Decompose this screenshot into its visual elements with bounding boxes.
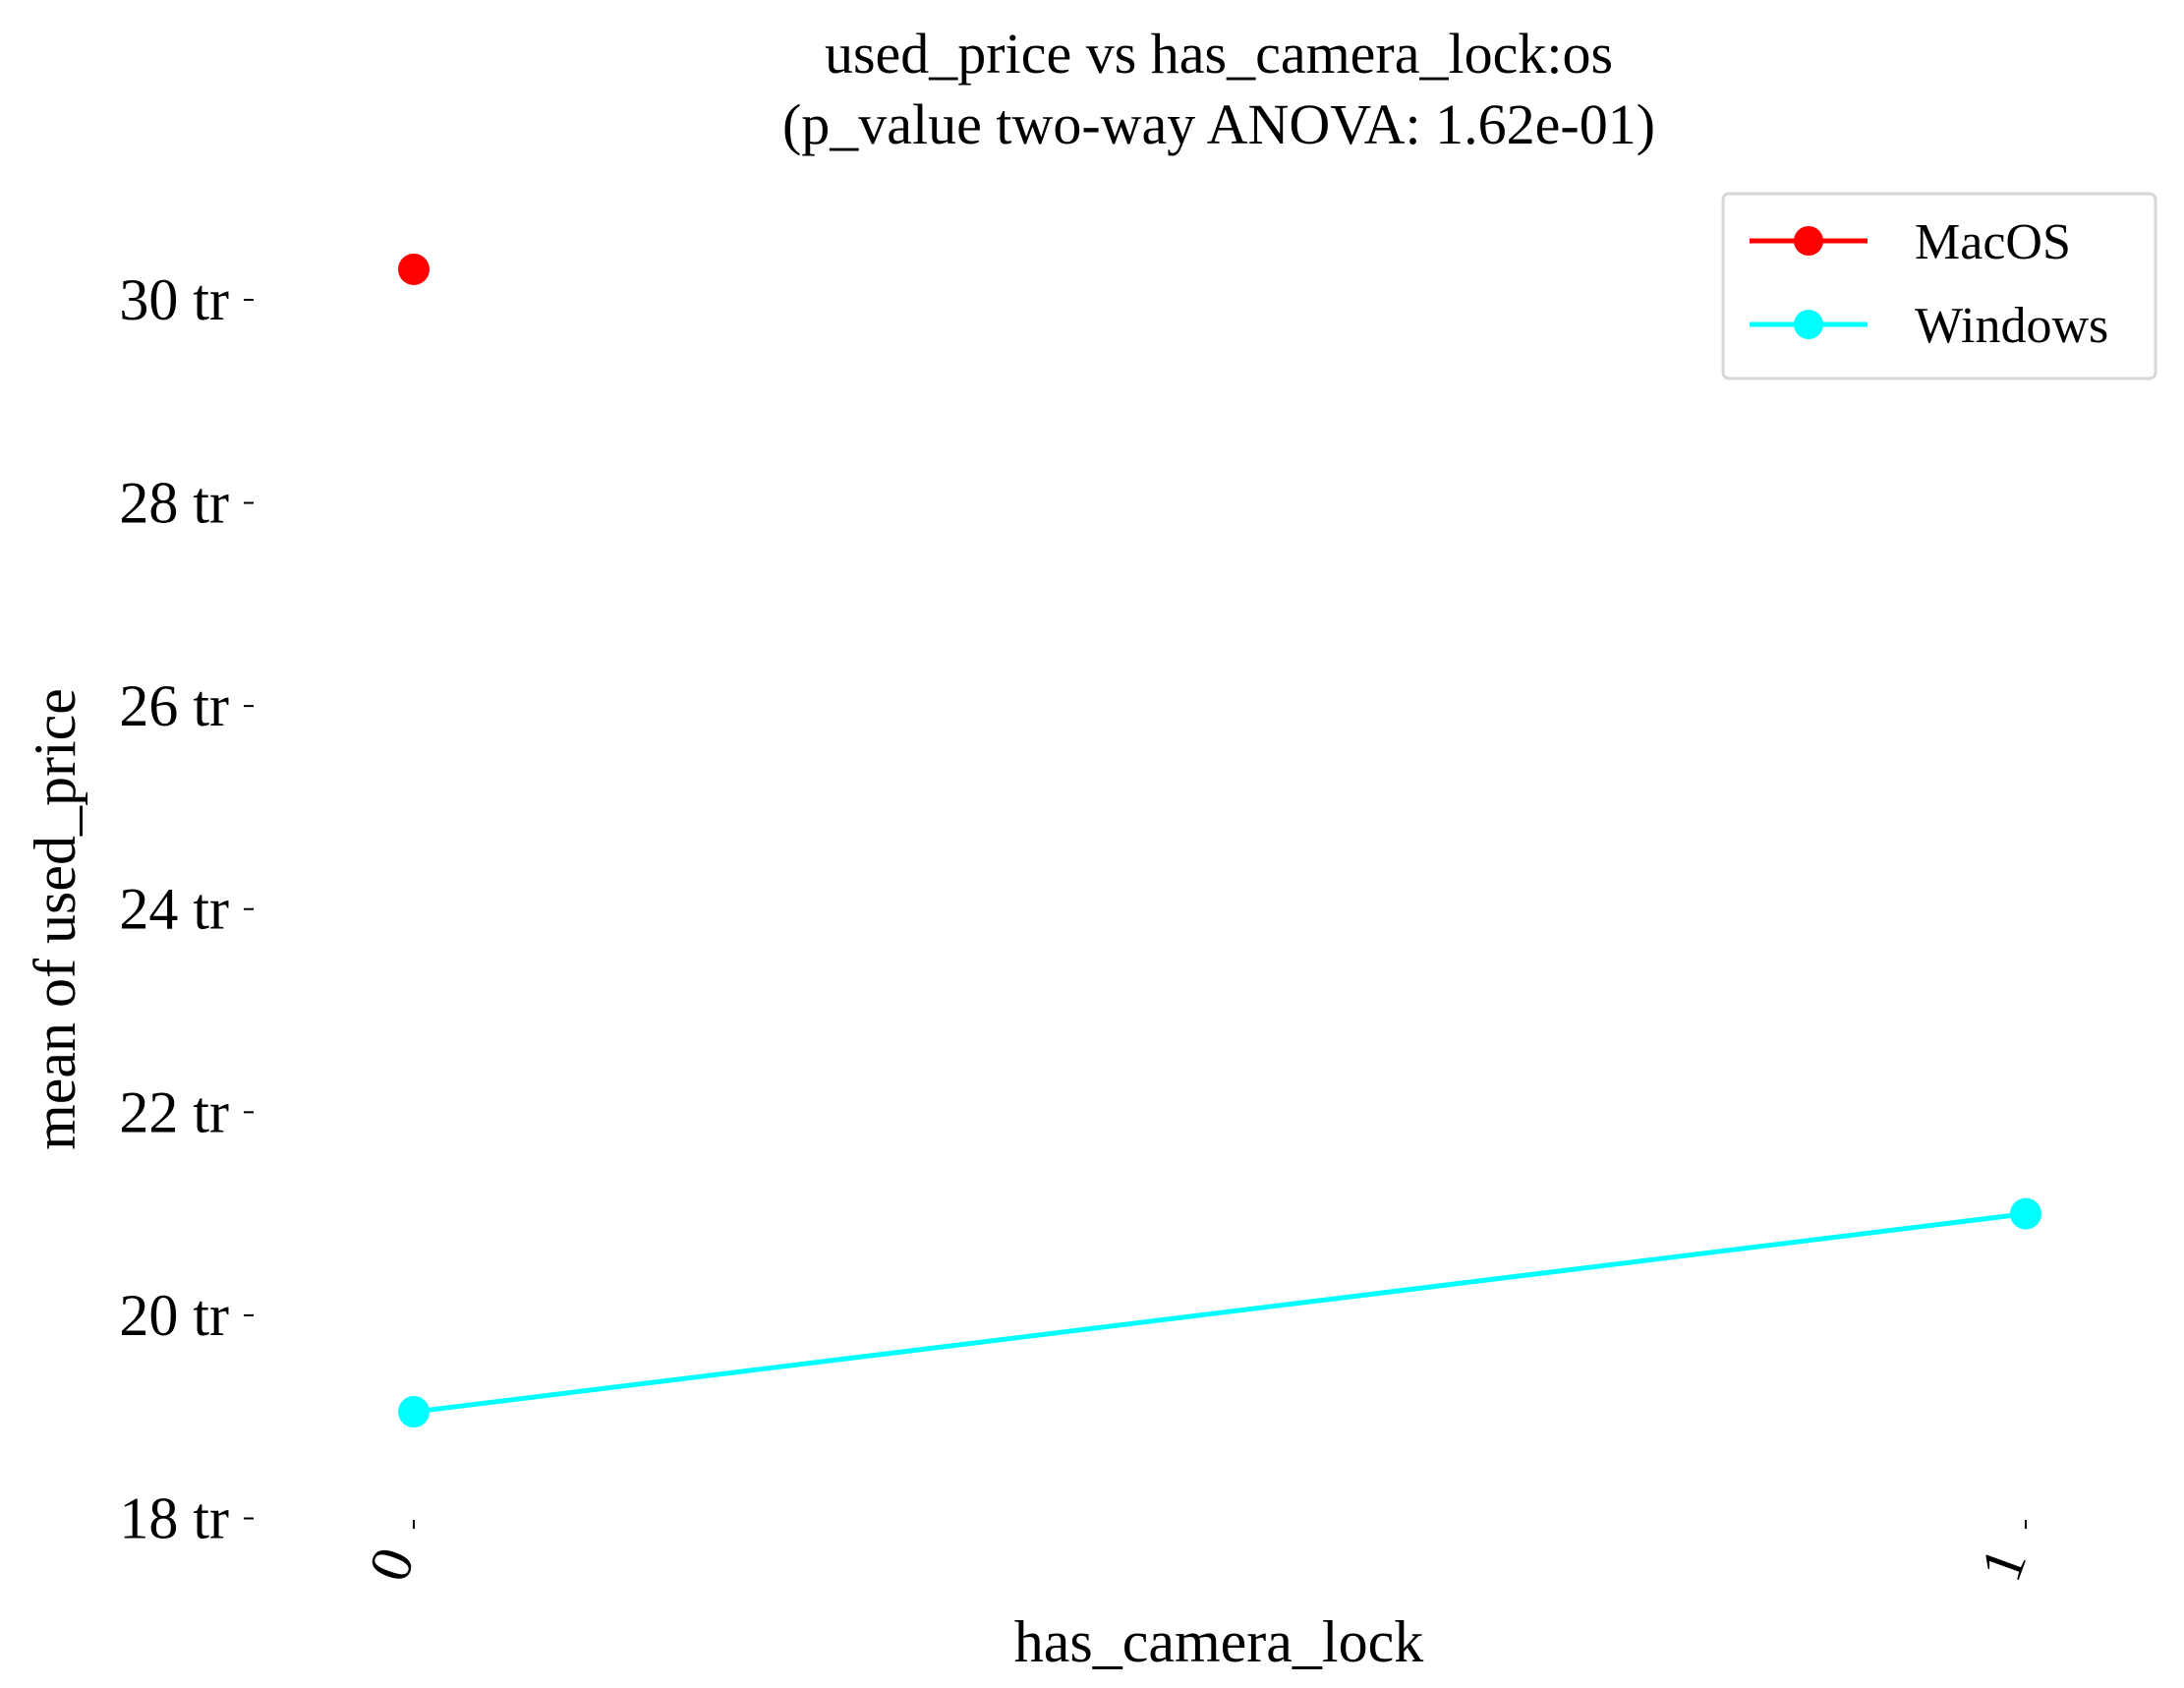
chart-title: used_price vs has_camera_lock:os (825, 22, 1613, 86)
chart-subtitle: (p_value two-way ANOVA: 1.62e-01) (782, 92, 1655, 156)
y-tick-label: 20 tr (119, 1283, 229, 1348)
y-axis-label: mean of used_price (23, 688, 87, 1150)
y-tick-label: 30 tr (119, 267, 229, 332)
data-point (2010, 1197, 2041, 1230)
plot-area (398, 253, 2041, 1428)
legend-label: Windows (1915, 298, 2108, 354)
y-tick-label: 24 tr (119, 877, 229, 942)
y-tick-label: 26 tr (119, 673, 229, 738)
data-point (398, 253, 430, 285)
legend-label: MacOS (1915, 214, 2071, 270)
y-tick-label: 22 tr (119, 1079, 229, 1144)
legend-marker (1794, 226, 1823, 256)
y-tick-label: 28 tr (119, 471, 229, 536)
x-tick-label: 1 (1968, 1540, 2039, 1590)
legend-marker (1794, 310, 1823, 339)
legend: MacOS Windows (1721, 192, 2157, 380)
x-tick-label: 0 (356, 1540, 427, 1590)
data-point (398, 1396, 430, 1428)
y-tick-label: 18 tr (119, 1486, 229, 1551)
series-line (413, 1211, 2027, 1415)
x-axis-label: has_camera_lock (1014, 1609, 1423, 1674)
y-axis: 18 tr 20 tr 22 tr 24 tr 26 tr 28 tr 30 tr (119, 267, 254, 1551)
